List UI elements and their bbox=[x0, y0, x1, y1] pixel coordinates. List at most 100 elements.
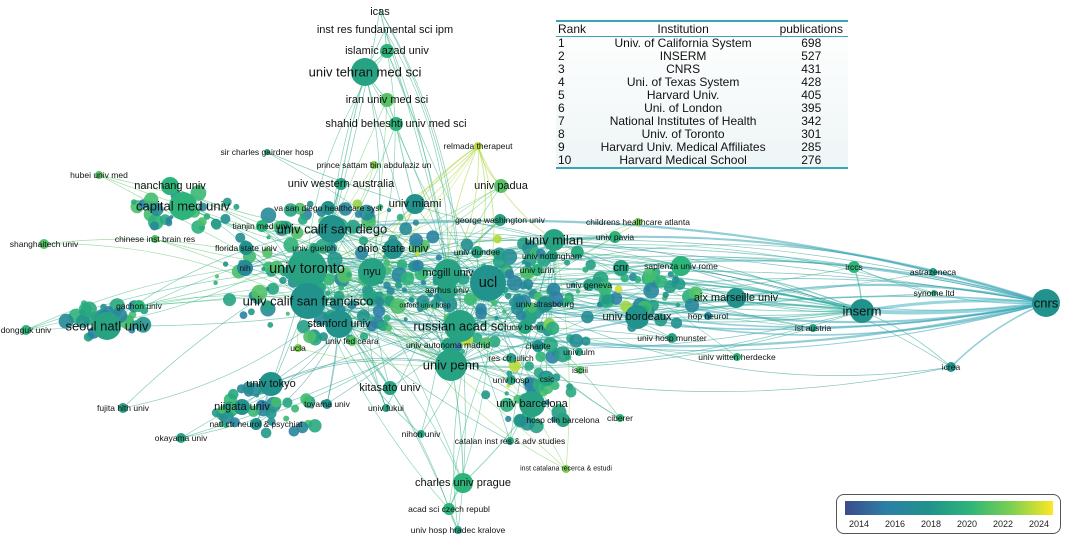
node-amu bbox=[726, 288, 746, 308]
institution-cell: Harvard Medical School bbox=[591, 154, 775, 169]
institution-cell: National Institutes of Health bbox=[609, 114, 757, 128]
rank-cell: 8 bbox=[558, 127, 565, 141]
minor-node bbox=[564, 259, 570, 266]
minor-node bbox=[260, 207, 277, 224]
header-rank: Rank bbox=[556, 20, 592, 37]
node-inserm bbox=[850, 299, 874, 323]
minor-node bbox=[260, 427, 272, 439]
node-label: george washington univ bbox=[455, 215, 546, 225]
minor-node bbox=[654, 313, 668, 327]
node-label: ucl bbox=[479, 275, 498, 291]
network-edge bbox=[853, 266, 1047, 305]
node-cuni bbox=[453, 473, 473, 493]
node-label: stanford univ bbox=[308, 318, 371, 330]
network-edge bbox=[450, 327, 814, 369]
node-uhhk bbox=[454, 526, 462, 534]
node-label: kitasato univ bbox=[359, 382, 421, 394]
minor-node bbox=[81, 301, 97, 318]
node-label: cnrs bbox=[1034, 296, 1059, 311]
minor-node bbox=[279, 267, 290, 277]
node-label: univ western australia bbox=[288, 178, 395, 190]
node-label: res ctr julich bbox=[488, 353, 534, 363]
node-irccs bbox=[848, 261, 860, 273]
minor-node bbox=[396, 259, 408, 270]
network-edge bbox=[444, 145, 479, 366]
legend-tick-label: 2018 bbox=[920, 519, 942, 529]
node-label: univ turin bbox=[520, 265, 555, 275]
network-edge bbox=[487, 282, 952, 376]
node-scgh bbox=[264, 149, 270, 155]
rank-cell: 3 bbox=[558, 62, 565, 76]
node-label: inserm bbox=[842, 304, 881, 319]
minor-node bbox=[247, 382, 262, 397]
node-label: univ calif san francisco bbox=[243, 294, 374, 309]
node-label: shanghaitech univ bbox=[10, 239, 79, 249]
minor-node bbox=[390, 298, 406, 314]
node-label: toyama univ bbox=[304, 399, 351, 409]
node-label: ciberer bbox=[607, 413, 633, 423]
node-juelich bbox=[506, 353, 516, 363]
node-aarhus bbox=[437, 280, 457, 300]
minor-node bbox=[581, 310, 594, 324]
node-utokyo bbox=[259, 372, 283, 396]
publications-cell: 276 bbox=[774, 154, 848, 169]
minor-node bbox=[288, 426, 300, 437]
node-label: iran univ med sci bbox=[346, 94, 429, 106]
node-label: nanchang univ bbox=[134, 180, 206, 192]
node-ufc bbox=[347, 336, 357, 346]
node-gachon bbox=[133, 300, 145, 312]
minor-node bbox=[203, 213, 211, 220]
minor-node bbox=[338, 202, 353, 216]
minor-node bbox=[395, 281, 403, 289]
minor-node bbox=[386, 208, 392, 213]
rank-cell: 4 bbox=[558, 75, 565, 89]
minor-node bbox=[524, 361, 534, 371]
legend-tick-label: 2020 bbox=[956, 519, 978, 529]
minor-node bbox=[408, 296, 415, 303]
minor-node bbox=[347, 300, 357, 310]
minor-node bbox=[409, 233, 423, 248]
node-kitasato bbox=[383, 381, 397, 395]
node-sapienza bbox=[671, 256, 691, 276]
header-institution: Institution bbox=[591, 20, 775, 37]
network-edge bbox=[476, 145, 486, 253]
minor-node bbox=[319, 332, 328, 342]
minor-node bbox=[315, 238, 331, 254]
minor-node bbox=[58, 313, 74, 329]
minor-node bbox=[131, 320, 141, 329]
node-label: icas bbox=[370, 6, 390, 18]
minor-node bbox=[642, 267, 658, 283]
node-label: univ calif san diego bbox=[277, 222, 388, 237]
legend-gradient-bar bbox=[845, 501, 1053, 515]
header-publications: publications bbox=[774, 20, 848, 37]
network-edge bbox=[447, 253, 682, 274]
minor-node bbox=[218, 406, 226, 414]
minor-node bbox=[262, 247, 273, 258]
minor-node bbox=[499, 397, 515, 412]
node-labels: icas inst res fundamental sci ipm islamic … bbox=[1, 6, 1059, 535]
minor-node bbox=[248, 308, 255, 316]
node-label: natl ctr neurol & psychiat bbox=[209, 419, 303, 429]
node-label: inst catalana recerca & estudi bbox=[520, 466, 612, 473]
minor-node bbox=[570, 282, 576, 288]
node-label: acad sci czech republ bbox=[408, 504, 490, 514]
node-uwa bbox=[335, 178, 347, 190]
node-miami bbox=[405, 194, 425, 214]
minor-node bbox=[285, 311, 290, 316]
network-edge bbox=[447, 272, 581, 371]
node-icre3 bbox=[562, 465, 570, 473]
minor-node bbox=[614, 285, 623, 293]
minor-node bbox=[279, 276, 287, 285]
minor-node bbox=[328, 263, 339, 274]
network-edge bbox=[450, 310, 863, 367]
node-label: sir charles gairdner hosp bbox=[220, 147, 313, 157]
node-label: nih bbox=[239, 263, 251, 273]
minor-node bbox=[400, 271, 415, 286]
network-edge bbox=[331, 219, 555, 241]
node-label: russian acad sci bbox=[413, 319, 506, 334]
node-cas bbox=[443, 503, 455, 515]
minor-node bbox=[239, 311, 248, 319]
network-edge bbox=[180, 325, 461, 439]
node-icrea bbox=[946, 362, 956, 372]
minor-node bbox=[323, 273, 335, 286]
